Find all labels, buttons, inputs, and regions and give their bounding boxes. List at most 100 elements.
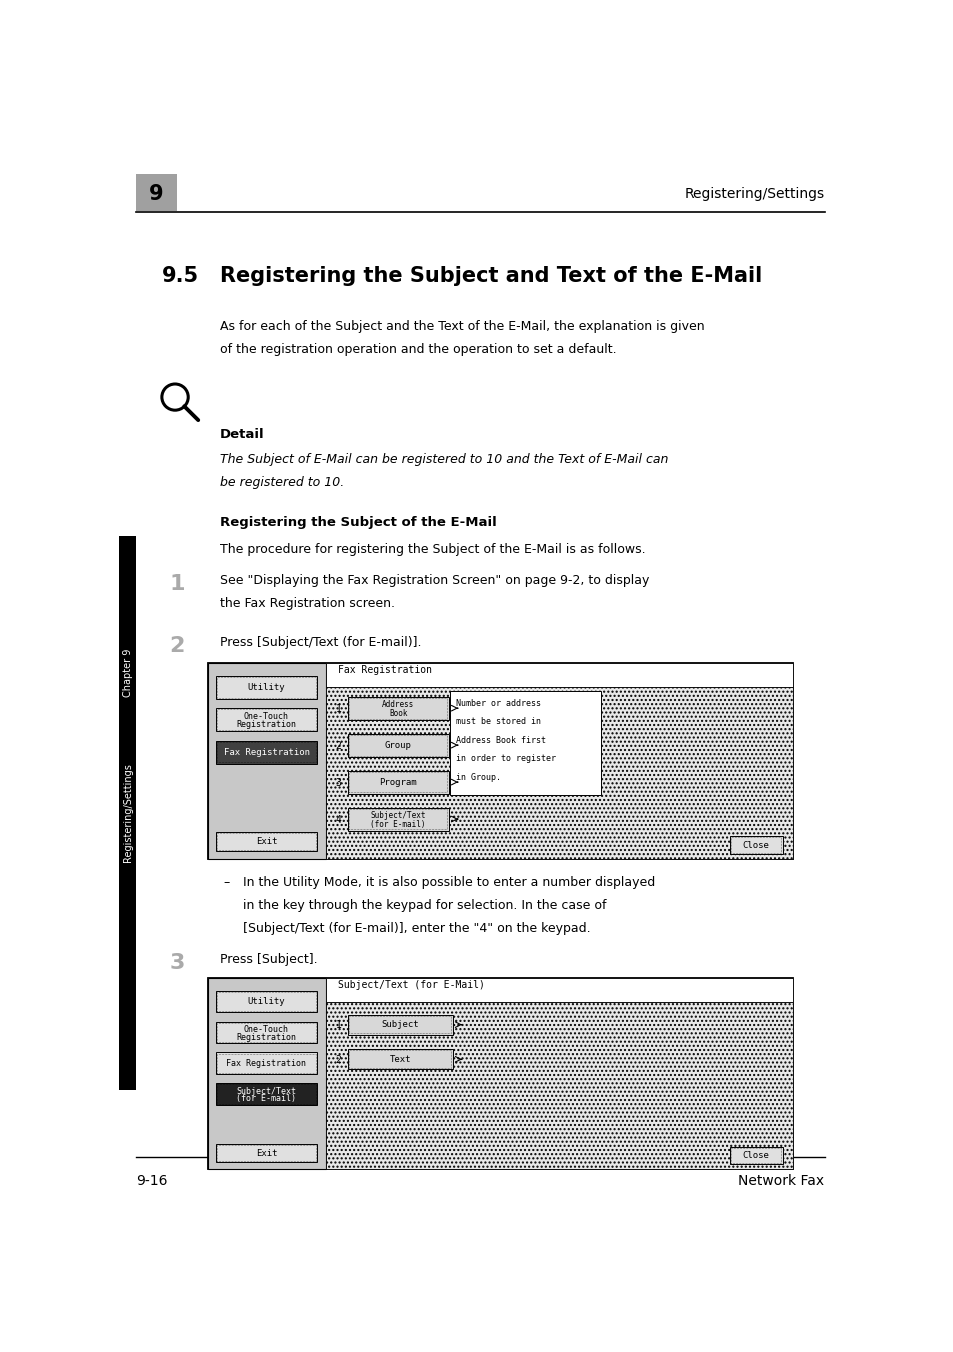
Text: The procedure for registering the Subject of the E-Mail is as follows.: The procedure for registering the Subjec… [220, 544, 645, 557]
Bar [216, 1083, 316, 1105]
Text: (for E-mail): (for E-mail) [236, 1094, 296, 1103]
Bar [217, 992, 315, 1011]
Text: Fax Registration: Fax Registration [226, 1059, 306, 1068]
Text: Press [Subject/Text (for E-mail)].: Press [Subject/Text (for E-mail)]. [220, 635, 421, 649]
Text: Chapter 9: Chapter 9 [123, 648, 132, 696]
Text: in Group.: in Group. [456, 773, 501, 781]
Bar [729, 1146, 781, 1164]
Bar [729, 836, 781, 854]
Bar [208, 662, 793, 859]
Bar [348, 734, 448, 757]
Bar [326, 1002, 793, 1168]
Text: One-Touch: One-Touch [244, 713, 289, 722]
Bar [216, 708, 316, 731]
Text: 3: 3 [170, 953, 185, 973]
Text: 1: 1 [335, 704, 341, 714]
Text: Utility: Utility [248, 683, 285, 692]
Text: 9: 9 [149, 184, 164, 204]
Text: 3: 3 [335, 777, 341, 788]
Bar [216, 991, 316, 1013]
Bar [217, 742, 315, 763]
Bar [136, 174, 176, 211]
Text: Program: Program [379, 777, 416, 787]
Bar [730, 1148, 781, 1163]
Text: in order to register: in order to register [456, 754, 556, 764]
Bar [216, 1052, 316, 1073]
Bar [208, 977, 326, 1168]
Text: Number or address: Number or address [456, 699, 540, 708]
Text: Utility: Utility [248, 996, 285, 1006]
Text: Text: Text [389, 1055, 411, 1064]
Bar [119, 562, 136, 781]
Text: 9.5: 9.5 [162, 266, 199, 287]
Bar [208, 662, 326, 859]
Text: (for E-mail): (for E-mail) [370, 819, 426, 829]
Text: must be stored in: must be stored in [456, 718, 540, 726]
Bar [208, 977, 793, 1168]
Text: 2: 2 [335, 741, 341, 750]
Text: [Subject/Text (for E-mail)], enter the "4" on the keypad.: [Subject/Text (for E-mail)], enter the "… [243, 922, 590, 936]
Bar [216, 741, 316, 764]
Text: Registering the Subject of the E-Mail: Registering the Subject of the E-Mail [220, 516, 497, 530]
Bar [216, 831, 316, 852]
Bar [349, 698, 447, 718]
Bar [349, 808, 447, 829]
Bar [348, 1049, 452, 1069]
Bar [217, 710, 315, 730]
Text: Group: Group [384, 741, 412, 749]
Text: –: – [224, 876, 230, 890]
Bar [326, 687, 793, 859]
Bar [216, 1022, 316, 1044]
Text: of the registration operation and the operation to set a default.: of the registration operation and the op… [220, 343, 616, 356]
Text: in the key through the keypad for selection. In the case of: in the key through the keypad for select… [243, 899, 606, 913]
Text: Subject/Text: Subject/Text [370, 811, 426, 821]
Bar [450, 691, 600, 795]
Bar [217, 1145, 315, 1161]
Text: Registering the Subject and Text of the E-Mail: Registering the Subject and Text of the … [220, 266, 761, 287]
Text: Fax Registration: Fax Registration [337, 665, 432, 676]
Text: Close: Close [742, 1151, 769, 1160]
Bar [216, 1144, 316, 1163]
Text: 1: 1 [170, 575, 185, 594]
Bar [217, 1022, 315, 1042]
Text: Exit: Exit [255, 1149, 277, 1157]
Bar [326, 977, 793, 1002]
Text: 2: 2 [335, 1055, 341, 1065]
Bar [730, 837, 781, 853]
Text: 1: 1 [335, 1021, 341, 1030]
Text: Subject/Text (for E-Mail): Subject/Text (for E-Mail) [337, 980, 484, 991]
Bar [348, 1014, 452, 1034]
Bar [348, 807, 448, 830]
Bar [348, 696, 448, 719]
Bar [349, 772, 447, 792]
Text: Registering/Settings: Registering/Settings [123, 764, 132, 863]
Text: Exit: Exit [255, 837, 277, 846]
Text: Network Fax: Network Fax [738, 1174, 823, 1188]
Text: Registration: Registration [236, 1033, 296, 1041]
Text: As for each of the Subject and the Text of the E-Mail, the explanation is given: As for each of the Subject and the Text … [220, 320, 704, 333]
Text: See "Displaying the Fax Registration Screen" on page 9-2, to display: See "Displaying the Fax Registration Scr… [220, 575, 649, 587]
Bar [348, 771, 448, 794]
Text: Close: Close [742, 841, 769, 849]
Bar [217, 1053, 315, 1072]
Text: Subject/Text: Subject/Text [236, 1087, 296, 1096]
Bar [349, 1015, 451, 1033]
Text: The Subject of E-Mail can be registered to 10 and the Text of E-Mail can: The Subject of E-Mail can be registered … [220, 453, 668, 465]
Bar [119, 535, 136, 1090]
Text: Book: Book [389, 708, 407, 718]
Text: Address: Address [381, 700, 414, 710]
Bar [326, 662, 793, 687]
Text: Press [Subject].: Press [Subject]. [220, 953, 317, 967]
Text: 9-16: 9-16 [136, 1174, 168, 1188]
Text: One-Touch: One-Touch [244, 1025, 289, 1034]
Bar [349, 1051, 451, 1068]
Text: Address Book first: Address Book first [456, 735, 546, 745]
Text: 4: 4 [335, 815, 341, 825]
Bar [217, 677, 315, 698]
Text: be registered to 10.: be registered to 10. [220, 476, 344, 488]
Text: Registration: Registration [236, 721, 296, 729]
Bar [217, 1084, 315, 1103]
Text: Fax Registration: Fax Registration [223, 748, 309, 757]
Text: the Fax Registration screen.: the Fax Registration screen. [220, 598, 395, 610]
Text: Registering/Settings: Registering/Settings [683, 187, 823, 201]
